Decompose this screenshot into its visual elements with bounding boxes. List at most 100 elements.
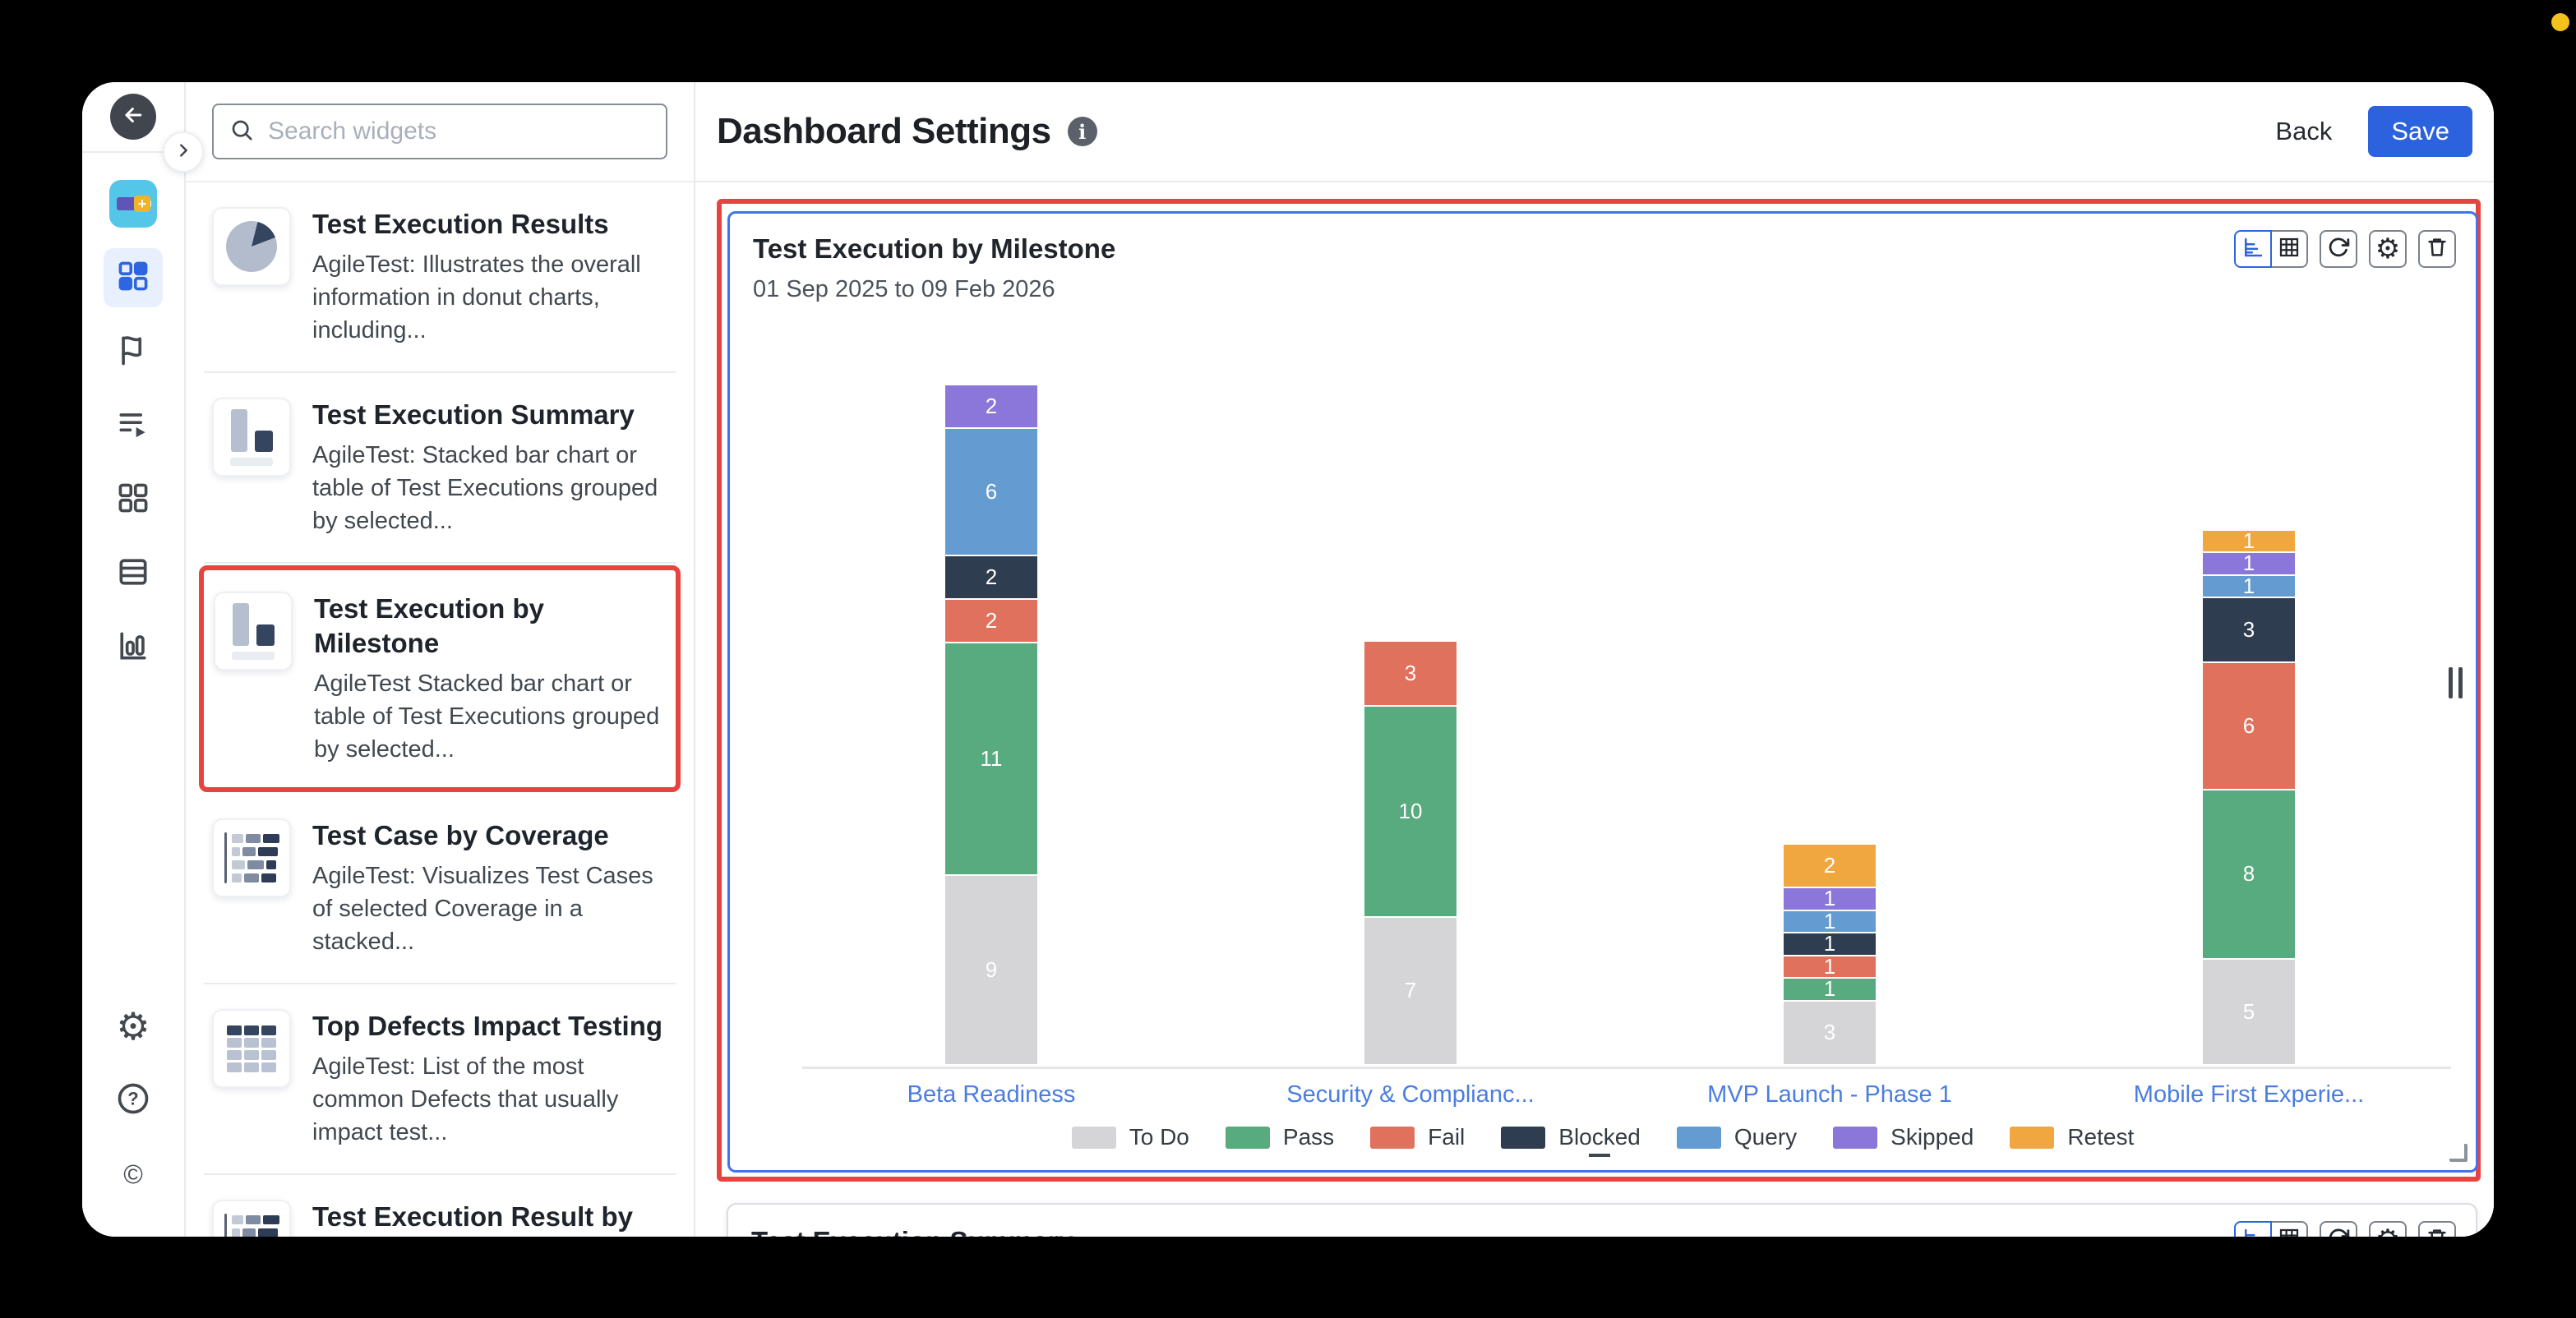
legend-label: To Do xyxy=(1129,1124,1189,1150)
widget-title: Test Execution by Milestone xyxy=(753,233,1116,264)
chart-legend: To Do Pass Fail Blocked Query Skipped Retest xyxy=(730,1124,2476,1150)
widget-list-item[interactable]: Top Defects Impact Testing AgileTest: Lis… xyxy=(204,984,676,1175)
widget-item-description: AgileTest: Illustrates the overall infor… xyxy=(312,251,641,343)
sidebar-top xyxy=(82,82,184,153)
category-label[interactable]: Beta Readiness xyxy=(907,1081,1076,1108)
delete-button[interactable] xyxy=(2418,1221,2456,1237)
bar-segment-value: 8 xyxy=(2242,861,2255,886)
widget-item-title: Test Execution Summary xyxy=(312,399,635,430)
chart-view-button[interactable] xyxy=(2234,1221,2272,1237)
legend-item-fail[interactable]: Fail xyxy=(1370,1124,1465,1150)
widget-drag-handle[interactable] xyxy=(2449,667,2463,698)
flag-icon xyxy=(115,332,151,372)
bar-segment-blocked: 2 xyxy=(945,556,1037,598)
main-header: Dashboard Settings i Back Save xyxy=(695,82,2494,182)
table-widget-icon xyxy=(212,1009,291,1088)
widget-list-item-text: Test Execution Result by LabelAgileTest:… xyxy=(312,1200,667,1237)
back-circle-button[interactable] xyxy=(110,94,156,140)
bar-segment-value: 1 xyxy=(2242,573,2255,598)
sidebar-item-dashboards[interactable] xyxy=(104,248,163,307)
legend-label: Blocked xyxy=(1558,1124,1641,1150)
widget-item-title: Test Execution Results xyxy=(312,209,609,239)
table-view-icon xyxy=(2277,235,2301,264)
sidebar-item-copyright[interactable]: © xyxy=(104,1145,163,1204)
widget-list-item[interactable]: Test Case by Coverage AgileTest: Visualiz… xyxy=(204,794,676,984)
widget-item-description: AgileTest: List of the most common Defec… xyxy=(312,1053,619,1145)
bar-segment-to-do: 7 xyxy=(1364,917,1457,1064)
bar-segment-retest: 1 xyxy=(2203,528,2295,553)
sidebar-item-flag[interactable] xyxy=(104,322,163,381)
legend-item-query[interactable]: Query xyxy=(1676,1124,1797,1150)
info-icon[interactable]: i xyxy=(1067,117,1097,146)
save-button[interactable]: Save xyxy=(2368,106,2472,157)
test-runs-icon xyxy=(115,406,151,446)
pie-widget-icon xyxy=(212,207,291,286)
sidebar-item-apps-grid[interactable] xyxy=(104,470,163,529)
legend-item-pass[interactable]: Pass xyxy=(1225,1124,1334,1150)
bar-segment-query: 1 xyxy=(2203,573,2295,598)
back-button[interactable]: Back xyxy=(2275,117,2333,145)
widget-list-item[interactable]: Test Execution Summary AgileTest: Stacked… xyxy=(204,373,676,564)
vbars-widget-icon xyxy=(214,592,293,671)
bar-segment-value: 2 xyxy=(985,565,998,589)
bar-segment-value: 3 xyxy=(1404,660,1417,685)
reports-bar-chart-icon xyxy=(115,628,151,668)
legend-item-retest[interactable]: Retest xyxy=(2010,1124,2134,1150)
sidebar-item-settings[interactable]: ⚙ xyxy=(104,997,163,1056)
bar-segment-value: 2 xyxy=(985,608,998,633)
data-rows-icon xyxy=(115,554,151,594)
category-label[interactable]: Mobile First Experie... xyxy=(2133,1081,2365,1108)
settings-icon: ⚙ xyxy=(116,1005,150,1048)
legend-item-to-do[interactable]: To Do xyxy=(1071,1124,1189,1150)
refresh-button[interactable] xyxy=(2320,230,2357,268)
widget-title: Test Execution Summary xyxy=(751,1226,2453,1237)
legend-swatch xyxy=(1225,1126,1270,1149)
stacked-bar: 7 10 3 xyxy=(1364,642,1457,1064)
x-axis-line xyxy=(802,1067,2451,1069)
legend-item-skipped[interactable]: Skipped xyxy=(1833,1124,1974,1150)
copyright-icon: © xyxy=(123,1159,143,1189)
refresh-icon xyxy=(2326,1226,2351,1237)
widget-item-description: AgileTest Stacked bar chart or table of … xyxy=(314,671,660,763)
widget-item-title: Test Execution by Milestone xyxy=(314,593,544,658)
summary-widget-card[interactable]: Test Execution Summary ⚙ xyxy=(727,1203,2477,1237)
table-view-button[interactable] xyxy=(2270,230,2308,268)
chart-view-button[interactable] xyxy=(2234,230,2272,268)
refresh-button[interactable] xyxy=(2320,1221,2357,1237)
bar-segment-value: 7 xyxy=(1404,978,1417,1003)
widget-list-item[interactable]: Test Execution Results AgileTest: Illustr… xyxy=(204,182,676,373)
chevron-right-icon xyxy=(174,141,192,164)
sidebar-item-test-runs[interactable] xyxy=(104,396,163,455)
search-widgets-input[interactable] xyxy=(266,117,651,146)
svg-text:?: ? xyxy=(127,1088,138,1108)
bar-segment-fail: 3 xyxy=(1364,642,1457,705)
sidebar-item-reports-bar-chart[interactable] xyxy=(104,618,163,677)
delete-button[interactable] xyxy=(2418,230,2456,268)
table-view-button[interactable] xyxy=(2270,1221,2308,1237)
collapse-panel-button[interactable] xyxy=(163,131,204,173)
delete-icon xyxy=(2425,235,2449,264)
widget-resize-handle[interactable] xyxy=(2449,1144,2468,1162)
settings-button[interactable]: ⚙ xyxy=(2369,230,2407,268)
bar-segment-value: 1 xyxy=(1823,908,1836,933)
widget-list-item[interactable]: Test Execution Result by LabelAgileTest:… xyxy=(204,1175,676,1237)
category-label[interactable]: MVP Launch - Phase 1 xyxy=(1707,1081,1952,1108)
sidebar-item-data-rows[interactable] xyxy=(104,544,163,603)
bar-segment-value: 6 xyxy=(2242,712,2255,738)
milestone-widget-card[interactable]: Test Execution by Milestone 01 Sep 2025 … xyxy=(727,211,2478,1173)
widget-list-item[interactable]: Test Execution by Milestone AgileTest Sta… xyxy=(199,565,681,792)
hstack-widget-icon xyxy=(212,818,291,897)
settings-button[interactable]: ⚙ xyxy=(2369,1221,2407,1237)
bar-segment-value: 1 xyxy=(1823,976,1836,1002)
search-box[interactable] xyxy=(212,104,667,159)
widget-panel: Test Execution Results AgileTest: Illustr… xyxy=(186,82,695,1237)
category-label[interactable]: Security & Complianc... xyxy=(1286,1081,1535,1108)
sidebar-item-agiletest-app-logo[interactable]: + xyxy=(104,174,163,233)
stacked-bar-chart: 9 11 2 2 6 2 Beta Readiness 7 10 3 Security & Comp… xyxy=(730,214,2476,1170)
widget-list-item-text: Top Defects Impact Testing AgileTest: Lis… xyxy=(312,1009,667,1149)
legend-label: Retest xyxy=(2067,1124,2135,1150)
legend-item-blocked[interactable]: Blocked xyxy=(1501,1124,1641,1150)
sidebar-item-help[interactable]: ? xyxy=(104,1071,163,1130)
legend-swatch xyxy=(1071,1126,1116,1149)
legend-swatch xyxy=(1833,1126,1878,1149)
